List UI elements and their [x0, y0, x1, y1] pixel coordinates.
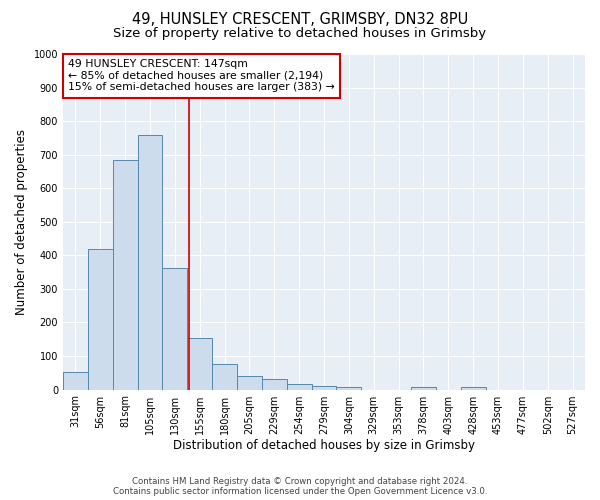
Bar: [461, 387, 485, 390]
X-axis label: Distribution of detached houses by size in Grimsby: Distribution of detached houses by size …: [173, 440, 475, 452]
Bar: [137, 135, 163, 390]
Bar: [187, 338, 212, 390]
Bar: [411, 387, 436, 390]
Bar: [237, 376, 262, 390]
Bar: [63, 372, 88, 390]
Text: 49 HUNSLEY CRESCENT: 147sqm
← 85% of detached houses are smaller (2,194)
15% of : 49 HUNSLEY CRESCENT: 147sqm ← 85% of det…: [68, 59, 335, 92]
Bar: [163, 268, 187, 390]
Bar: [287, 384, 311, 390]
Bar: [337, 387, 361, 390]
Text: Contains HM Land Registry data © Crown copyright and database right 2024.: Contains HM Land Registry data © Crown c…: [132, 477, 468, 486]
Bar: [113, 160, 137, 390]
Text: Contains public sector information licensed under the Open Government Licence v3: Contains public sector information licen…: [113, 487, 487, 496]
Y-axis label: Number of detached properties: Number of detached properties: [15, 129, 28, 315]
Bar: [262, 379, 287, 390]
Bar: [88, 248, 113, 390]
Text: 49, HUNSLEY CRESCENT, GRIMSBY, DN32 8PU: 49, HUNSLEY CRESCENT, GRIMSBY, DN32 8PU: [132, 12, 468, 28]
Bar: [311, 386, 337, 390]
Text: Size of property relative to detached houses in Grimsby: Size of property relative to detached ho…: [113, 28, 487, 40]
Bar: [212, 364, 237, 390]
